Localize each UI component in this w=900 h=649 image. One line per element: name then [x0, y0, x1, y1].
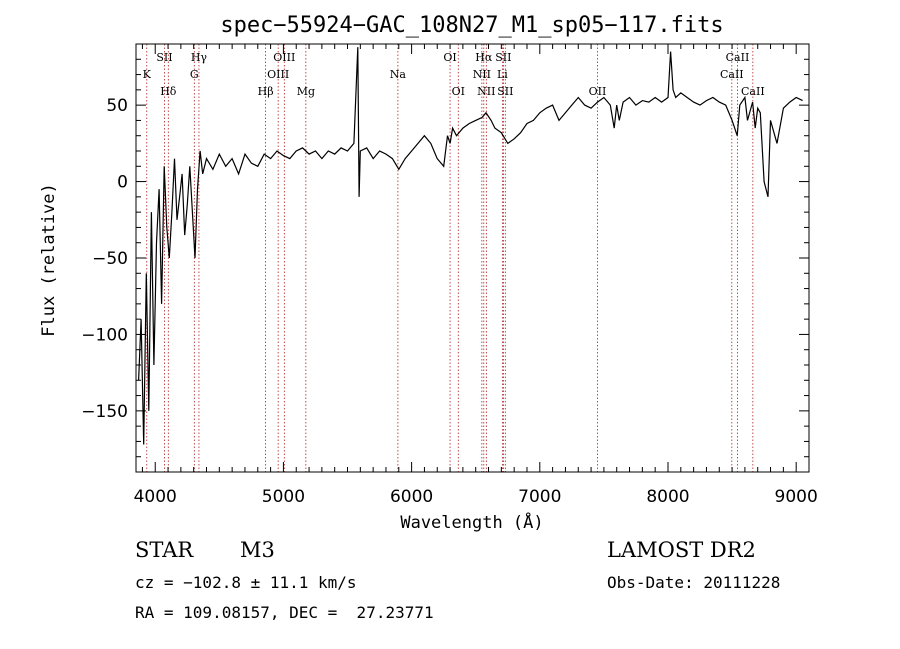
x-tick-label: 6000 — [390, 487, 433, 507]
line-marker-label: NII — [477, 85, 495, 98]
y-axis-label: Flux (relative) — [39, 183, 59, 337]
chart-title: spec−55924−GAC_108N27_M1_sp05−117.fits — [220, 13, 723, 38]
y-axis-ticks: −150 −100 −50 0 50 — [81, 58, 809, 458]
y-tick-label: −150 — [81, 402, 128, 422]
line-marker-label: K — [143, 68, 152, 81]
object-subclass: M3 — [240, 538, 275, 562]
y-tick-label: 50 — [106, 96, 128, 116]
x-tick-label: 4000 — [134, 487, 177, 507]
x-tick-label: 5000 — [262, 487, 305, 507]
line-marker-label: CaII — [741, 85, 765, 98]
line-marker-label: NII — [473, 68, 491, 81]
line-marker-label: Mg — [297, 85, 315, 98]
redshift-velocity: cz = −102.8 ± 11.1 km/s — [135, 573, 357, 592]
line-marker-label: OIII — [267, 68, 289, 81]
y-tick-label: −50 — [92, 249, 128, 269]
y-tick-label: 0 — [117, 173, 128, 193]
x-axis-label: Wavelength (Å) — [400, 511, 543, 533]
line-marker-label: OI — [452, 85, 465, 98]
line-marker-label: SII — [497, 85, 513, 98]
line-marker-label: SII — [156, 51, 172, 64]
x-tick-label: 8000 — [646, 487, 689, 507]
spectral-line-markers — [146, 44, 754, 472]
x-tick-label: 7000 — [518, 487, 561, 507]
x-tick-label: 9000 — [775, 487, 818, 507]
line-marker-label: OIII — [273, 51, 295, 64]
spectrum-line — [138, 47, 803, 445]
line-marker-label: Li — [497, 68, 508, 81]
survey-name: LAMOST DR2 — [607, 538, 756, 562]
line-marker-label: Hδ — [160, 85, 177, 98]
plot-frame — [135, 43, 810, 473]
line-marker-label: CaII — [726, 51, 750, 64]
ra-dec-coordinates: RA = 109.08157, DEC = 27.23771 — [135, 603, 434, 622]
line-marker-label: G — [190, 68, 199, 81]
x-axis-ticks: 4000 5000 6000 7000 8000 9000 — [134, 44, 818, 507]
y-tick-label: −100 — [81, 325, 128, 345]
line-marker-label: Hβ — [258, 85, 274, 98]
line-marker-label: Na — [390, 68, 407, 81]
line-marker-label: OII — [589, 85, 607, 98]
line-marker-label: Hγ — [191, 51, 208, 64]
line-marker-label: SII — [495, 51, 511, 64]
line-marker-label: OI — [443, 51, 456, 64]
object-class: STAR — [135, 538, 194, 562]
observation-date: Obs-Date: 20111228 — [607, 573, 781, 592]
line-marker-label: CaII — [720, 68, 744, 81]
line-marker-label: Hα — [475, 51, 493, 64]
spectral-line-labels: KSIIHδGHγHβOIIIOIIIMgNaOIOINIIHαNIILiSII… — [143, 51, 765, 98]
